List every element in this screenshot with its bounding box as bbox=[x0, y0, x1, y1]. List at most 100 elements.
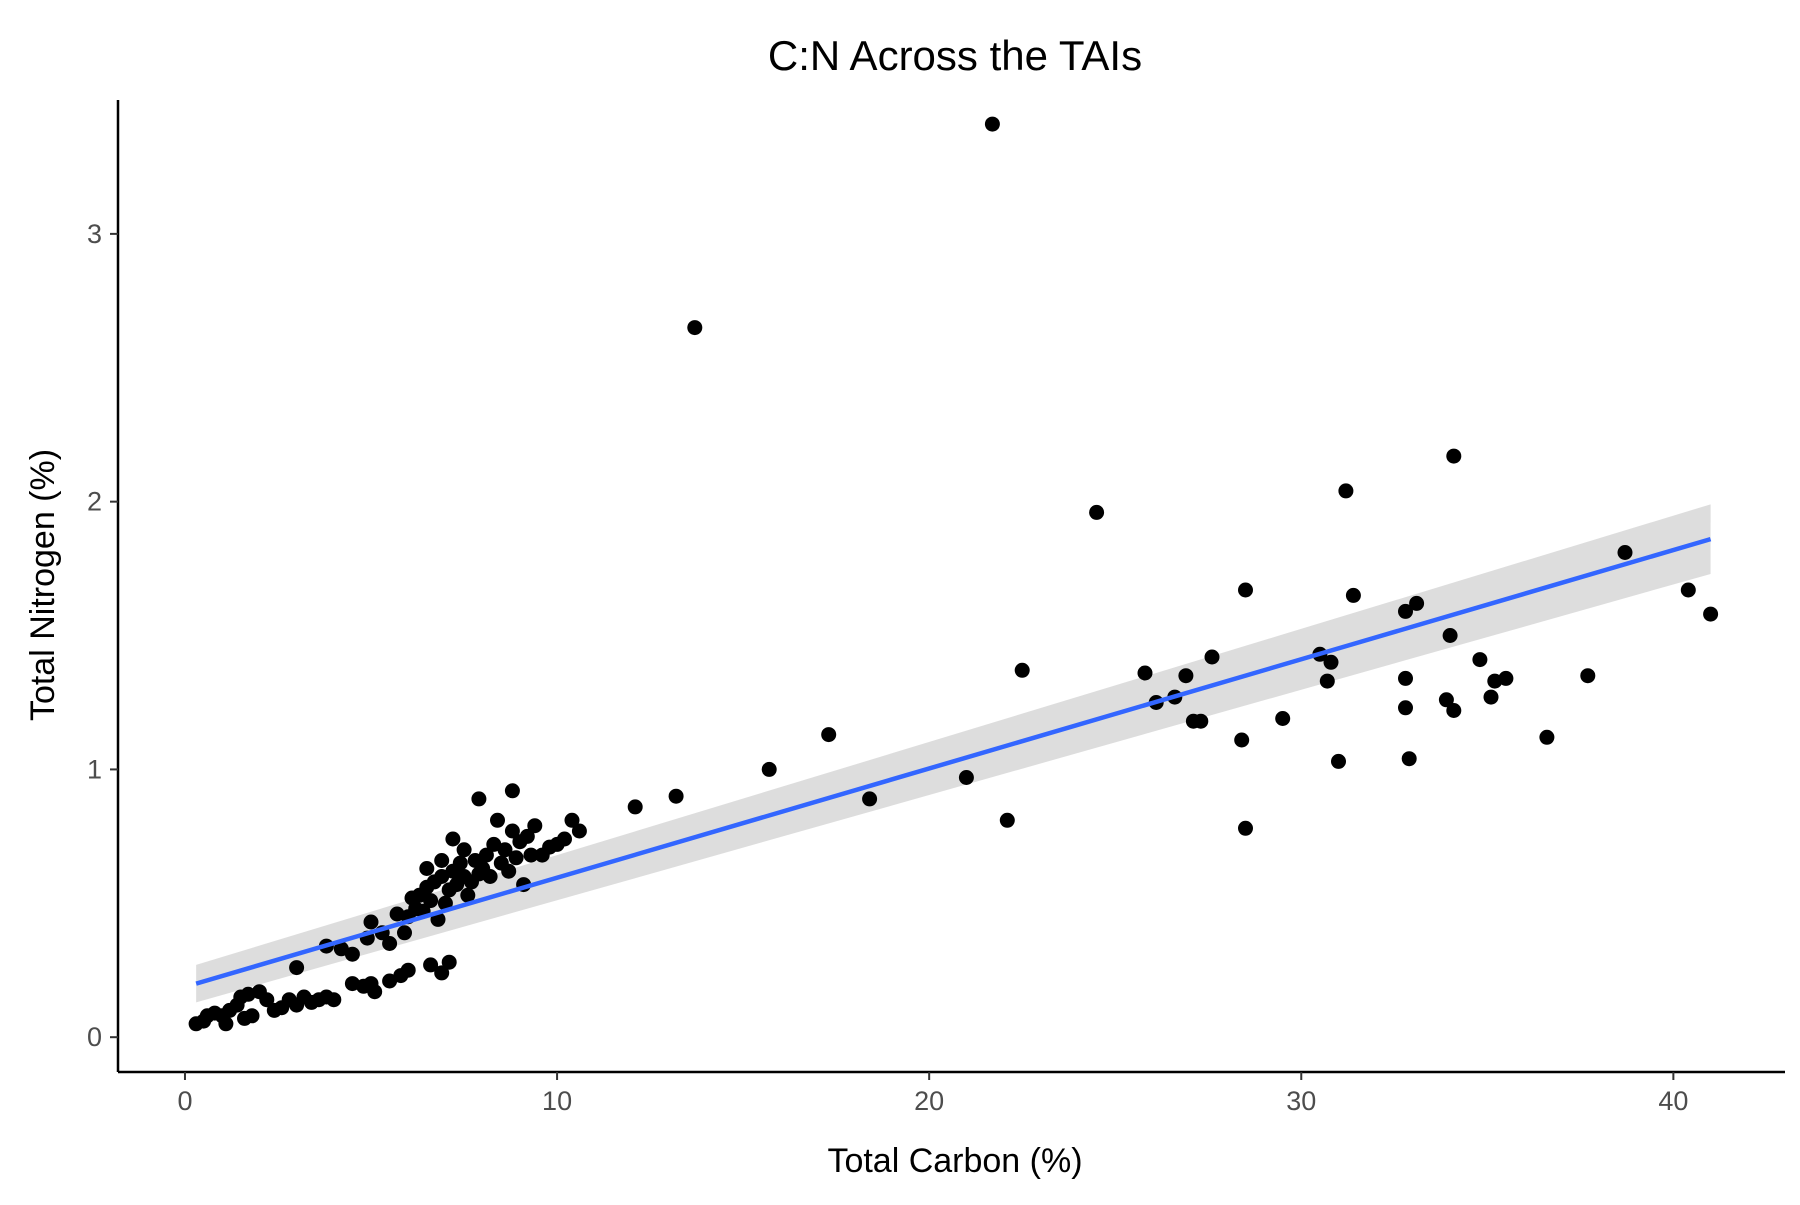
data-point bbox=[1338, 483, 1354, 499]
data-point bbox=[497, 842, 513, 858]
data-point bbox=[1409, 595, 1425, 611]
data-point bbox=[367, 984, 383, 1000]
data-points-layer bbox=[188, 116, 1719, 1032]
data-point bbox=[363, 914, 379, 930]
data-point bbox=[434, 965, 450, 981]
data-point bbox=[1703, 606, 1719, 622]
data-point bbox=[1539, 729, 1555, 745]
data-point bbox=[1398, 670, 1413, 686]
data-point bbox=[501, 863, 517, 879]
data-point bbox=[441, 954, 457, 970]
data-point bbox=[423, 893, 439, 909]
data-point bbox=[1089, 504, 1105, 520]
data-point bbox=[1483, 689, 1499, 705]
data-point bbox=[490, 812, 505, 828]
data-point bbox=[1498, 670, 1514, 686]
data-point bbox=[1275, 711, 1291, 726]
data-point bbox=[1680, 582, 1696, 598]
data-point bbox=[460, 887, 476, 903]
x-tick-label: 0 bbox=[177, 1086, 192, 1116]
data-point bbox=[519, 828, 535, 844]
data-point bbox=[1446, 703, 1462, 718]
data-point bbox=[1193, 713, 1209, 729]
data-point bbox=[1014, 662, 1030, 678]
data-point bbox=[571, 823, 587, 839]
data-point bbox=[471, 791, 487, 807]
data-point bbox=[456, 842, 472, 858]
data-point bbox=[958, 770, 974, 785]
data-point bbox=[1234, 732, 1250, 748]
data-point bbox=[1401, 751, 1417, 767]
data-point bbox=[218, 1016, 234, 1032]
data-point bbox=[1345, 587, 1361, 603]
data-point bbox=[504, 823, 520, 839]
confidence-band bbox=[196, 504, 1711, 1003]
data-point bbox=[397, 925, 412, 941]
data-point bbox=[1331, 753, 1346, 769]
data-point bbox=[240, 986, 256, 1002]
data-point bbox=[344, 976, 360, 992]
data-point bbox=[452, 855, 468, 871]
data-point bbox=[1398, 700, 1413, 716]
x-tick-label: 20 bbox=[914, 1086, 944, 1116]
data-point bbox=[434, 853, 450, 868]
x-axis-title: Total Carbon (%) bbox=[827, 1142, 1082, 1180]
confidence-band-layer bbox=[196, 504, 1711, 1003]
axes-layer: 0 10 20 30 40 0 1 2 3 bbox=[87, 100, 1785, 1116]
data-point bbox=[1238, 820, 1253, 836]
data-point bbox=[504, 783, 520, 799]
data-point bbox=[1323, 654, 1339, 670]
data-point bbox=[1617, 545, 1633, 560]
data-point bbox=[557, 831, 572, 847]
data-point bbox=[445, 831, 461, 847]
data-point bbox=[400, 962, 416, 978]
data-point bbox=[1238, 582, 1253, 598]
x-tick-label: 30 bbox=[1286, 1086, 1316, 1116]
data-point bbox=[1580, 668, 1596, 684]
data-point bbox=[326, 992, 342, 1008]
data-point bbox=[419, 861, 435, 876]
data-point bbox=[862, 791, 878, 807]
data-point bbox=[1438, 692, 1454, 708]
data-point bbox=[1178, 668, 1194, 684]
data-point bbox=[1204, 649, 1220, 665]
y-tick-label: 3 bbox=[87, 219, 102, 249]
data-point bbox=[1319, 673, 1335, 689]
data-point bbox=[523, 847, 539, 863]
y-axis-title: Total Nitrogen (%) bbox=[24, 449, 62, 721]
data-point bbox=[382, 936, 398, 951]
data-point bbox=[244, 1008, 260, 1024]
data-point bbox=[687, 320, 703, 336]
data-point bbox=[668, 788, 684, 804]
data-point bbox=[1442, 628, 1458, 643]
data-point bbox=[508, 850, 524, 866]
data-point bbox=[289, 960, 305, 976]
data-point bbox=[984, 116, 1000, 132]
data-point bbox=[1398, 603, 1413, 619]
data-point bbox=[821, 727, 837, 743]
data-point bbox=[486, 836, 502, 852]
data-point bbox=[423, 957, 439, 973]
data-point bbox=[1446, 448, 1462, 464]
y-tick-label: 1 bbox=[87, 754, 102, 784]
regression-line bbox=[195, 536, 1712, 986]
y-tick-label: 0 bbox=[87, 1022, 102, 1052]
data-point bbox=[478, 847, 494, 863]
chart-title: C:N Across the TAIs bbox=[768, 32, 1142, 79]
data-point bbox=[564, 812, 580, 828]
data-point bbox=[333, 941, 349, 957]
data-point bbox=[1472, 652, 1488, 668]
data-point bbox=[761, 761, 777, 777]
data-point bbox=[382, 973, 398, 989]
data-point bbox=[1137, 665, 1153, 681]
y-tick-label: 2 bbox=[87, 487, 102, 517]
data-point bbox=[999, 812, 1015, 828]
fit-line-layer bbox=[195, 536, 1712, 986]
data-point bbox=[482, 869, 498, 884]
x-tick-label: 40 bbox=[1658, 1086, 1688, 1116]
data-point bbox=[627, 799, 643, 815]
data-point bbox=[344, 946, 360, 962]
x-tick-label: 10 bbox=[542, 1086, 572, 1116]
